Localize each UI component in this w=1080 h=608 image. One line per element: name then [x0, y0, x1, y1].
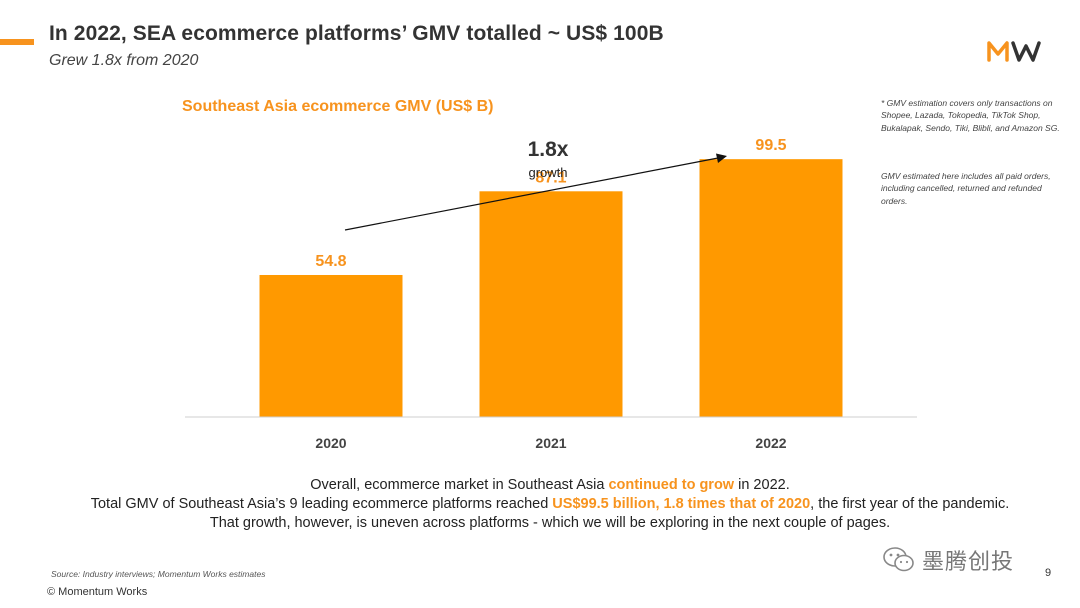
watermark-text: 墨腾创投	[922, 549, 1015, 574]
bar-value-label: 99.5	[755, 137, 786, 154]
x-tick-label: 2022	[755, 435, 786, 451]
momentum-works-logo-icon	[987, 41, 1041, 62]
bar-2021	[479, 191, 623, 417]
summary-text: in 2022.	[734, 477, 790, 493]
summary-line-2: Total GMV of Southeast Asia’s 9 leading …	[40, 496, 1060, 512]
bar-value-label: 87.1	[535, 169, 566, 186]
page-number: 9	[1045, 567, 1052, 579]
wechat-icon	[883, 547, 914, 572]
x-tick-label: 2021	[535, 435, 566, 451]
copyright: © Momentum Works	[47, 586, 148, 598]
title-accent-bar	[0, 39, 34, 45]
summary-line-1: Overall, ecommerce market in Southeast A…	[40, 477, 1060, 493]
footnote-gmv-coverage: * GMV estimation covers only transaction…	[881, 98, 1060, 133]
growth-multiplier: 1.8x	[527, 138, 569, 161]
page-subtitle: Grew 1.8x from 2020	[49, 52, 199, 69]
summary-text: Total GMV of Southeast Asia’s 9 leading …	[90, 496, 553, 512]
watermark: 墨腾创投	[882, 544, 1014, 576]
page-title: In 2022, SEA ecommerce platforms’ GMV to…	[49, 22, 664, 45]
summary-highlight: US$99.5 billion, 1.8 times that of 2020	[552, 496, 811, 512]
summary-highlight: continued to grow	[608, 477, 735, 493]
summary-text: Overall, ecommerce market in Southeast A…	[310, 477, 609, 493]
bar-value-label: 54.8	[315, 253, 346, 270]
growth-arrow	[344, 153, 727, 231]
x-tick-label: 2020	[315, 435, 346, 451]
summary-text: That growth, however, is uneven across p…	[209, 515, 891, 531]
bar-2020	[259, 274, 403, 417]
source-note: Source: Industry interviews; Momentum Wo…	[51, 569, 266, 579]
summary-text: , the first year of the pandemic.	[810, 496, 1010, 512]
summary-line-3: That growth, however, is uneven across p…	[40, 515, 1060, 531]
footnote-gmv-definition: GMV estimated here includes all paid ord…	[881, 171, 1051, 206]
chart-title: Southeast Asia ecommerce GMV (US$ B)	[182, 98, 494, 115]
growth-label: growth	[528, 165, 568, 180]
bar-2022	[699, 159, 843, 417]
